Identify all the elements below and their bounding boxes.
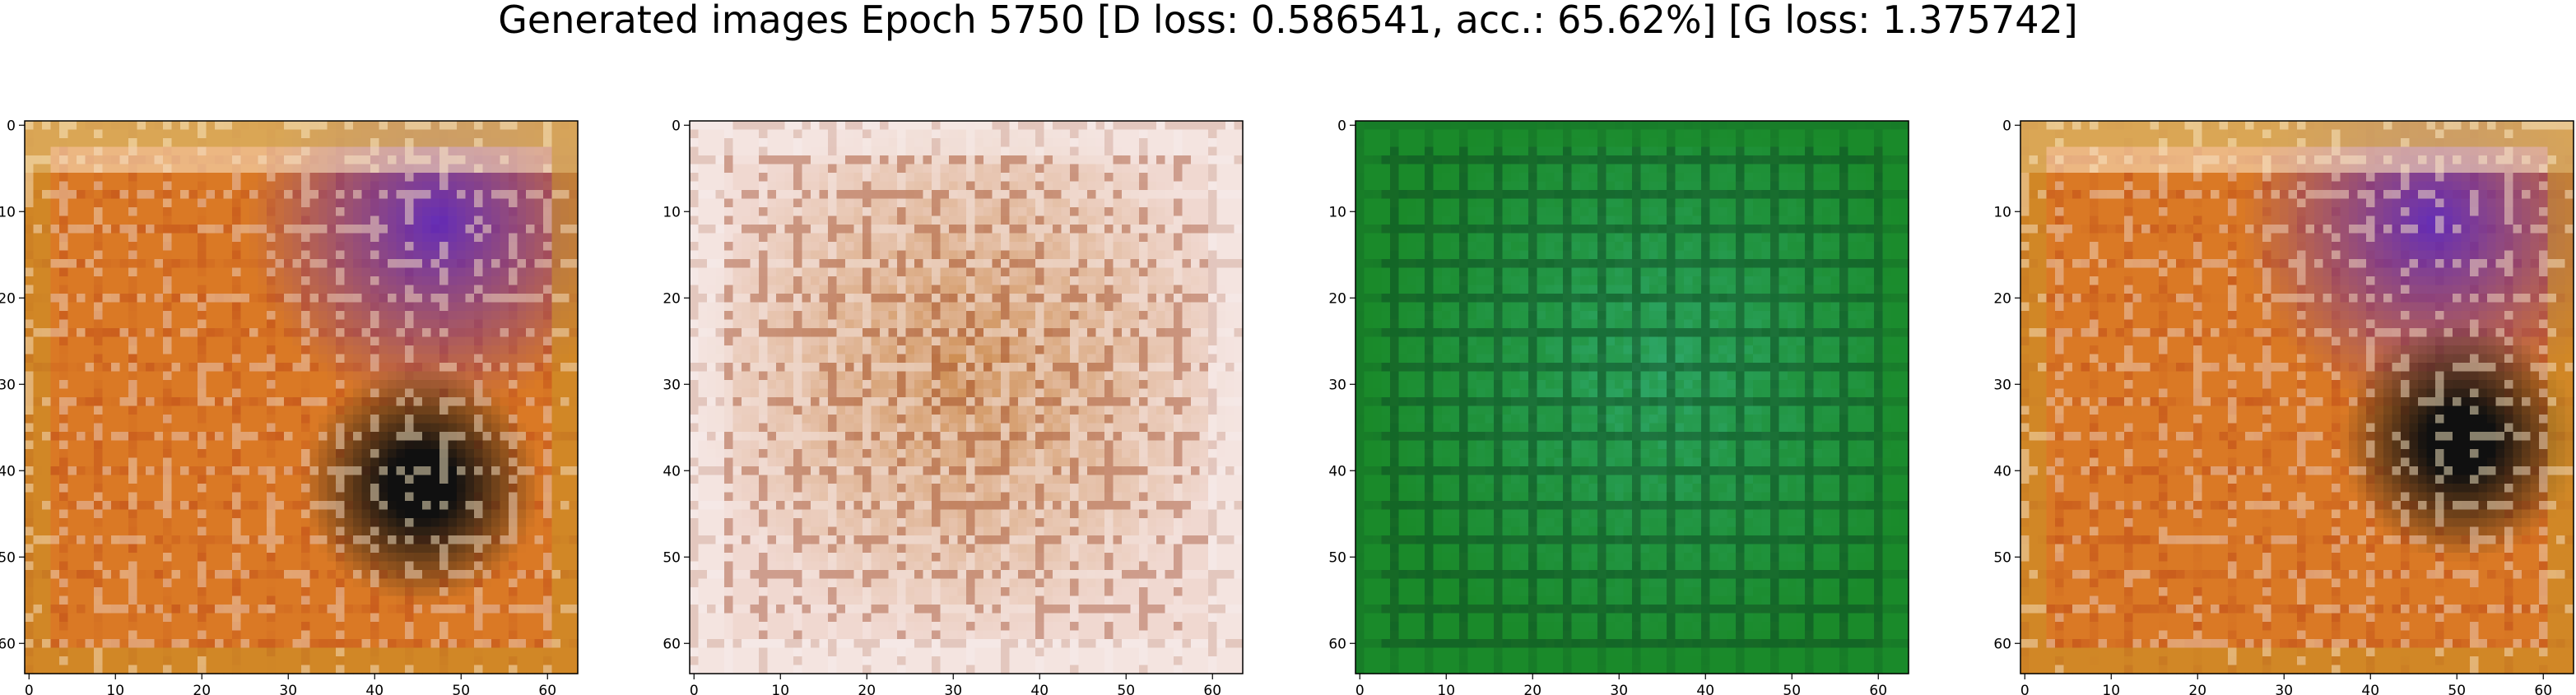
x-tick-label: 10 [106, 683, 124, 695]
x-tick-label: 20 [2188, 683, 2206, 695]
x-tick-label: 40 [1030, 683, 1049, 695]
x-tick-label: 30 [944, 683, 962, 695]
x-tick-label: 60 [538, 683, 556, 695]
y-tick-label: 20 [0, 290, 16, 307]
x-tick-label: 0 [2020, 683, 2030, 695]
image-pixels [25, 121, 579, 674]
x-tick-label: 40 [1696, 683, 1714, 695]
y-tick-label: 10 [1993, 204, 2011, 220]
x-tick-label: 10 [771, 683, 789, 695]
y-tick-label: 0 [7, 118, 16, 134]
x-tick-label: 50 [2448, 683, 2466, 695]
image-panel-2: 0 10 20 30 40 50 60 0 10 20 30 40 50 60 [663, 118, 1244, 695]
y-tick-label: 50 [0, 549, 16, 566]
y-tick-label: 60 [663, 636, 681, 652]
x-tick-label: 60 [1869, 683, 1887, 695]
y-tick-label: 40 [0, 463, 16, 480]
x-tick-label: 40 [2361, 683, 2379, 695]
axes-frame [689, 120, 1244, 674]
x-tick-label: 30 [2275, 683, 2293, 695]
y-tick-label: 50 [1993, 549, 2011, 566]
image-panel-4: 0 10 20 30 40 50 60 0 10 20 30 40 50 60 [1993, 118, 2574, 695]
y-tick-label: 30 [1993, 377, 2011, 393]
y-tick-label: 50 [1328, 549, 1346, 566]
y-tick-label: 10 [1328, 204, 1346, 220]
x-tick-label: 0 [25, 683, 34, 695]
x-tick-label: 20 [1523, 683, 1541, 695]
y-tick-label: 0 [1337, 118, 1346, 134]
y-tick-label: 60 [0, 636, 16, 652]
y-tick-label: 20 [1328, 290, 1346, 307]
y-tick-label: 0 [672, 118, 681, 134]
axes-frame [1355, 120, 1909, 674]
axes-frame [2020, 120, 2574, 674]
y-tick-label: 20 [663, 290, 681, 307]
y-tick-label: 30 [0, 377, 16, 393]
y-tick-label: 0 [2002, 118, 2011, 134]
image-pixels [690, 121, 1244, 674]
x-tick-label: 20 [193, 683, 211, 695]
image-panel-1: 0 10 20 30 40 50 60 0 10 20 30 40 50 60 [0, 118, 579, 695]
x-tick-label: 40 [365, 683, 384, 695]
x-tick-label: 10 [2102, 683, 2120, 695]
y-tick-label: 40 [1993, 463, 2011, 480]
x-tick-label: 30 [1610, 683, 1628, 695]
y-tick-label: 50 [663, 549, 681, 566]
y-tick-label: 40 [663, 463, 681, 480]
y-tick-label: 20 [1993, 290, 2011, 307]
image-panel-3: 0 10 20 30 40 50 60 0 10 20 30 40 50 60 [1328, 118, 1909, 695]
x-tick-label: 50 [1783, 683, 1801, 695]
x-tick-label: 60 [1203, 683, 1221, 695]
x-tick-label: 20 [858, 683, 876, 695]
y-tick-label: 10 [663, 204, 681, 220]
image-pixels [2020, 121, 2574, 674]
x-tick-label: 60 [2534, 683, 2552, 695]
y-tick-label: 30 [663, 377, 681, 393]
y-tick-label: 10 [0, 204, 16, 220]
x-tick-label: 0 [1355, 683, 1365, 695]
x-tick-label: 50 [452, 683, 470, 695]
x-tick-label: 0 [690, 683, 699, 695]
image-pixels [1355, 121, 1909, 674]
x-tick-label: 30 [279, 683, 297, 695]
axes-frame [24, 120, 579, 674]
y-tick-label: 40 [1328, 463, 1346, 480]
x-tick-label: 50 [1117, 683, 1135, 695]
x-tick-label: 10 [1437, 683, 1455, 695]
y-tick-label: 60 [1993, 636, 2011, 652]
y-tick-label: 30 [1328, 377, 1346, 393]
figure-title: Generated images Epoch 5750 [D loss: 0.5… [498, 0, 2078, 42]
y-tick-label: 60 [1328, 636, 1346, 652]
